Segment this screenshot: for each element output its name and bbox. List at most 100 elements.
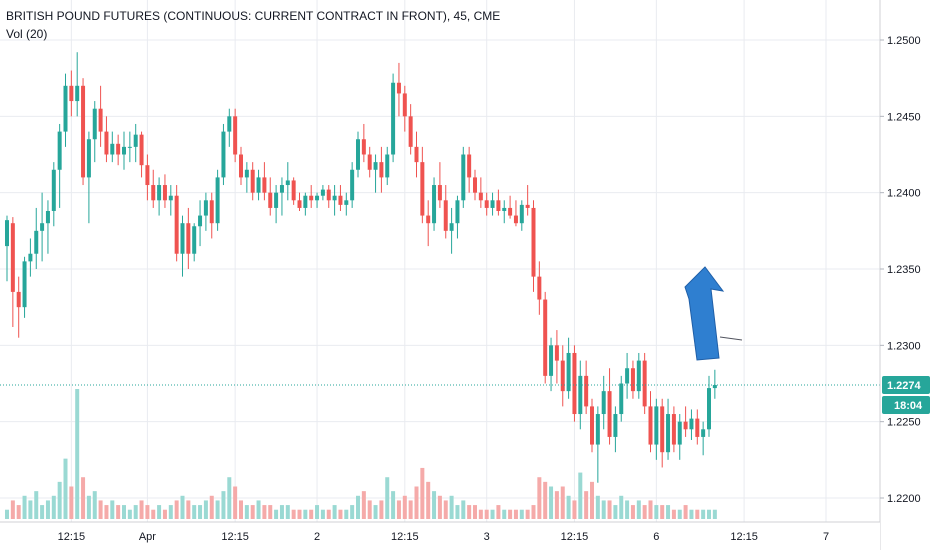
candle-body	[151, 185, 156, 201]
candle-body	[22, 261, 27, 308]
volume-bar	[478, 509, 483, 519]
candle-body	[5, 220, 9, 247]
candle-body	[168, 195, 173, 201]
candle	[98, 85, 103, 147]
x-tick-label: 6	[653, 531, 659, 543]
volume-bar	[513, 509, 518, 519]
candle-body	[215, 177, 220, 224]
candle	[695, 409, 700, 445]
volume-bar	[180, 495, 185, 519]
candle	[151, 169, 156, 208]
candle-body	[549, 345, 554, 376]
candle-body	[297, 200, 302, 208]
candle-body	[326, 189, 331, 201]
volume-bar	[244, 505, 249, 519]
candle	[496, 189, 501, 216]
volume-bar	[525, 509, 530, 519]
candle	[297, 192, 302, 211]
candle	[268, 177, 273, 216]
grid	[0, 0, 880, 522]
candle	[45, 200, 50, 254]
volume-bar	[215, 500, 220, 519]
candle	[467, 146, 472, 193]
candle	[578, 360, 583, 430]
volume-bar	[116, 505, 121, 519]
volume-bar	[566, 495, 571, 519]
candle	[566, 337, 571, 399]
candle-body	[75, 85, 80, 102]
volume-indicator-label[interactable]: Vol (20)	[6, 27, 48, 41]
volume-bar	[332, 505, 337, 519]
volume-bar	[590, 481, 594, 519]
candle-body	[619, 383, 624, 415]
candle	[414, 131, 419, 178]
volume-bar	[625, 500, 630, 519]
candle	[432, 177, 437, 231]
candle	[426, 200, 431, 247]
time-axis[interactable]	[0, 521, 880, 550]
candle-body	[385, 154, 390, 178]
candle-body	[461, 154, 466, 201]
volume-bar	[385, 477, 390, 519]
candle	[63, 73, 68, 147]
horizontal-ray[interactable]	[719, 336, 743, 341]
candle	[116, 134, 121, 166]
candle-body	[268, 192, 273, 208]
candle	[636, 352, 641, 399]
candle	[508, 195, 513, 219]
last-price-badges: 1.2274 18:04	[882, 376, 930, 415]
candle-body	[221, 131, 226, 178]
volume-bar	[10, 500, 15, 519]
candle-body	[432, 185, 437, 224]
candle-body	[127, 146, 132, 148]
countdown-badge	[882, 396, 930, 415]
volume-bar	[671, 509, 676, 519]
arrow-shape[interactable]	[684, 266, 725, 361]
candle	[671, 406, 676, 453]
volume-bar	[344, 509, 349, 519]
candle	[250, 162, 255, 201]
volume-bar	[104, 505, 109, 519]
volume-bar	[630, 505, 635, 519]
volume-bar	[122, 505, 126, 519]
candle	[391, 73, 396, 163]
candle	[5, 215, 9, 282]
candle	[350, 162, 355, 208]
candle-body	[467, 154, 472, 178]
price-axis[interactable]	[879, 0, 932, 550]
candle	[180, 215, 185, 277]
candle	[28, 238, 33, 277]
candle	[92, 101, 97, 163]
candle-body	[350, 169, 355, 201]
candle-body	[689, 418, 694, 430]
candle	[127, 131, 132, 163]
volume-bar	[367, 500, 372, 519]
candle	[689, 409, 694, 440]
candle	[408, 104, 413, 155]
candle	[525, 185, 530, 216]
candle-body	[543, 299, 548, 376]
volume-bar	[490, 509, 495, 519]
candle-body	[473, 177, 477, 193]
candle-body	[595, 414, 600, 445]
volume-bar	[315, 505, 320, 519]
candle-body	[344, 200, 349, 205]
candle	[396, 62, 401, 117]
candle-body	[244, 169, 249, 178]
volume-bar	[712, 509, 717, 519]
candle	[537, 261, 542, 315]
candle	[215, 169, 220, 231]
volume-bar	[34, 491, 39, 519]
candle	[379, 146, 384, 193]
candle	[168, 185, 173, 216]
up-arrow-drawing[interactable]	[684, 266, 743, 361]
candle-body	[367, 154, 372, 170]
candle	[619, 375, 624, 422]
candle	[221, 123, 226, 186]
volume-bar	[350, 505, 355, 519]
volume-bar	[707, 509, 711, 519]
candle	[34, 207, 39, 269]
candle	[233, 108, 238, 163]
volume-bar	[572, 500, 577, 519]
